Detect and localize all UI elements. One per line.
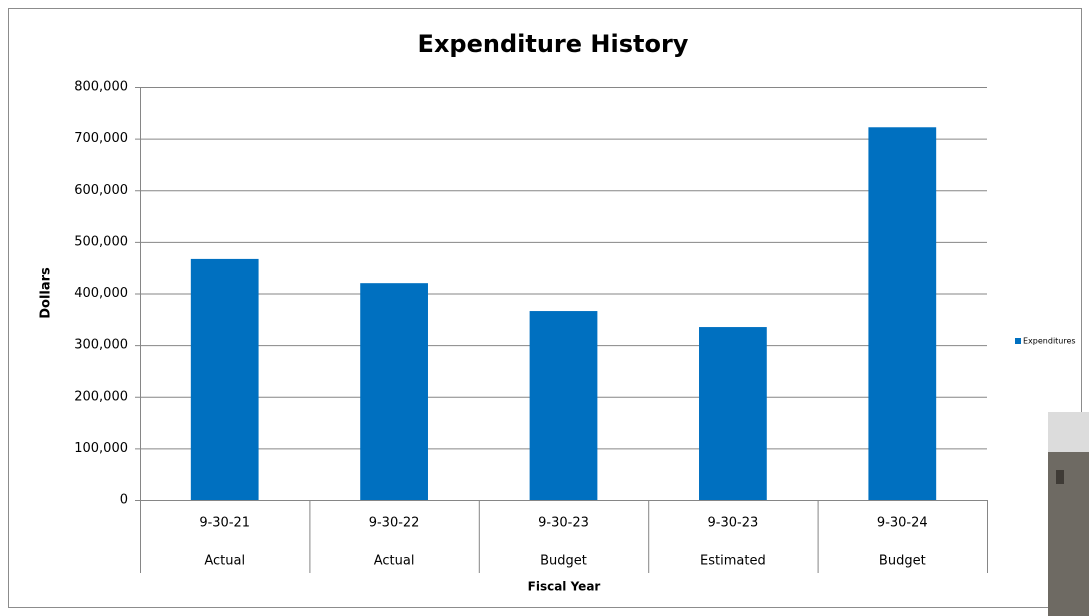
chart: Expenditure History Dollars Fiscal Year … [0,0,1089,616]
photo-window [1056,470,1064,484]
y-tick-label: 300,000 [74,338,128,353]
legend-label: Expenditures [1023,337,1076,346]
y-tick-label: 0 [120,493,128,508]
x-group-label: Budget [540,554,587,569]
x-tick-label: 9-30-22 [369,516,420,531]
chart-title: Expenditure History [418,30,689,58]
y-tick-label: 700,000 [74,131,128,146]
x-group-label: Budget [879,554,926,569]
x-axis-title: Fiscal Year [528,580,601,594]
y-tick-label: 500,000 [74,234,128,249]
y-tick-label: 600,000 [74,183,128,198]
bar [699,327,767,500]
bar [868,127,936,500]
bar [530,311,598,500]
x-tick-label: 9-30-23 [538,516,589,531]
page: {"chart_data": {"type": "bar", "title": … [0,0,1089,616]
x-tick-label: 9-30-23 [708,516,759,531]
y-tick-label: 200,000 [74,389,128,404]
photo-sky [1048,412,1089,452]
x-group-label: Actual [204,554,245,569]
y-tick-label: 100,000 [74,441,128,456]
y-tick-label: 400,000 [74,286,128,301]
legend-swatch [1015,338,1021,344]
x-group-label: Estimated [700,554,766,569]
y-tick-label: 800,000 [74,80,128,95]
x-tick-label: 9-30-21 [199,516,250,531]
x-tick-label: 9-30-24 [877,516,928,531]
x-group-label: Actual [374,554,415,569]
bar [191,259,259,500]
y-axis-title: Dollars [39,267,54,319]
bar [360,283,428,500]
